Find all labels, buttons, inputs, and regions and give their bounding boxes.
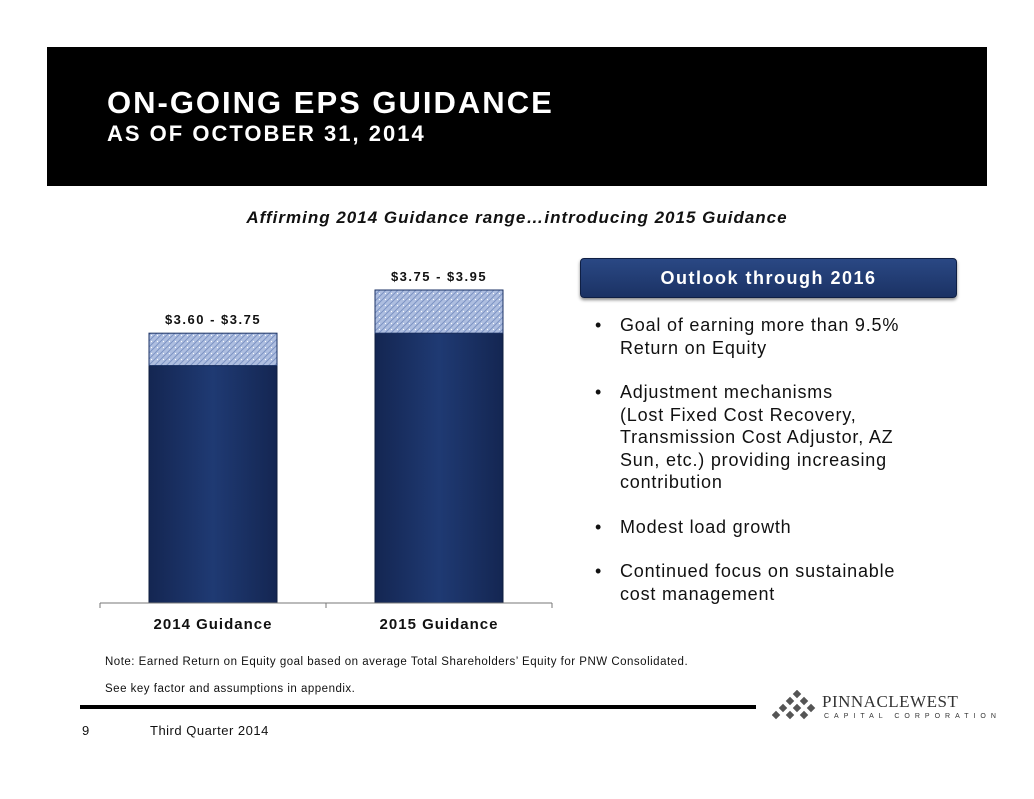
data-label-1: $3.60 - $3.75	[165, 312, 261, 327]
bullet-item: Continued focus on sustainable cost mana…	[592, 560, 952, 605]
headline: Affirming 2014 Guidance range…introducin…	[246, 208, 788, 227]
outlook-bullet-list: Goal of earning more than 9.5% Return on…	[592, 314, 952, 627]
bar-range-1	[148, 332, 278, 367]
bar-base-2	[374, 332, 504, 604]
pinnacle-west-logo-icon	[772, 690, 816, 720]
bullet-item: Modest load growth	[592, 516, 952, 539]
eps-guidance-chart: $3.60 - $3.75 2014 Guidance $3.75 - $3.95 2…	[99, 269, 553, 633]
footnote-roe: Note: Earned Return on Equity goal based…	[105, 656, 689, 668]
page-title: ON-GOING EPS GUIDANCE	[107, 85, 554, 120]
page-number: 9	[82, 723, 90, 738]
category-label-1: 2014 Guidance	[154, 616, 273, 633]
footnote-appendix: See key factor and assumptions in append…	[105, 683, 356, 695]
header-banner: ON-GOING EPS GUIDANCE AS OF OCTOBER 31, …	[47, 47, 987, 186]
bullet-item: Goal of earning more than 9.5% Return on…	[592, 314, 952, 359]
bullet-item: Adjustment mechanisms (Lost Fixed Cost R…	[592, 381, 952, 494]
outlook-header: Outlook through 2016	[580, 258, 957, 298]
footer-divider	[80, 705, 756, 709]
bar-base-1	[148, 365, 278, 604]
logo-tagline: CAPITAL CORPORATION	[824, 713, 1001, 720]
bar-range-2	[374, 289, 504, 334]
data-label-2: $3.75 - $3.95	[391, 269, 487, 284]
page-subtitle: AS OF OCTOBER 31, 2014	[107, 121, 426, 146]
footer-period: Third Quarter 2014	[150, 723, 269, 738]
logo-wordmark: PINNACLEWEST	[822, 692, 959, 711]
category-label-2: 2015 Guidance	[380, 616, 499, 633]
